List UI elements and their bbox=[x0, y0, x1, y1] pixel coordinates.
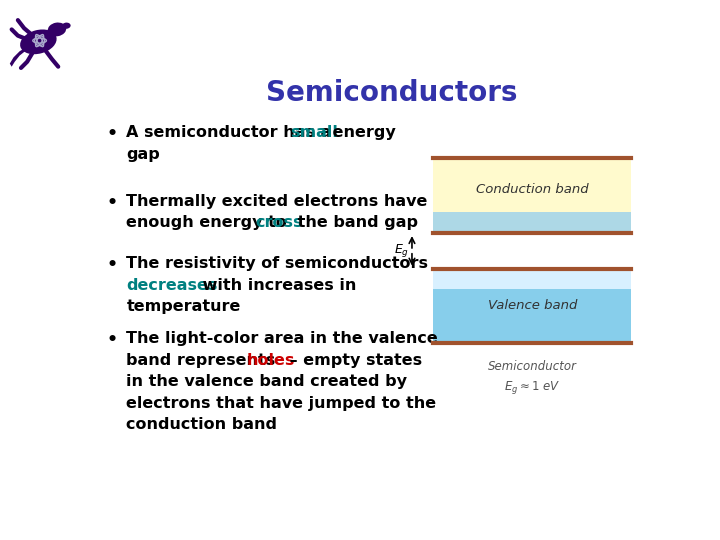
Text: •: • bbox=[107, 256, 118, 274]
Text: conduction band: conduction band bbox=[126, 417, 277, 433]
Text: in the valence band created by: in the valence band created by bbox=[126, 374, 408, 389]
Text: cross: cross bbox=[256, 215, 303, 231]
Text: Thermally excited electrons have: Thermally excited electrons have bbox=[126, 194, 428, 208]
Text: Valence band: Valence band bbox=[487, 300, 577, 313]
Text: gap: gap bbox=[126, 147, 160, 161]
Text: enough energy to: enough energy to bbox=[126, 215, 293, 231]
Text: $E_g \approx 1$ eV: $E_g \approx 1$ eV bbox=[504, 379, 560, 396]
Bar bbox=[433, 268, 631, 343]
Text: band represents: band represents bbox=[126, 353, 281, 368]
Text: Semiconductors: Semiconductors bbox=[266, 79, 517, 107]
Text: A semiconductor has a: A semiconductor has a bbox=[126, 125, 337, 140]
Text: •: • bbox=[107, 125, 118, 143]
Ellipse shape bbox=[62, 23, 71, 29]
Text: small: small bbox=[289, 125, 338, 140]
Bar bbox=[433, 158, 631, 233]
Text: temperature: temperature bbox=[126, 299, 240, 314]
Text: – empty states: – empty states bbox=[284, 353, 422, 368]
Text: the band gap: the band gap bbox=[292, 215, 418, 231]
Text: The light-color area in the valence: The light-color area in the valence bbox=[126, 331, 438, 346]
Text: $E_g$: $E_g$ bbox=[394, 242, 409, 259]
Text: energy: energy bbox=[327, 125, 396, 140]
Bar bbox=[433, 212, 631, 233]
Ellipse shape bbox=[20, 30, 57, 54]
Text: •: • bbox=[107, 194, 118, 212]
Bar bbox=[433, 268, 631, 289]
Text: The resistivity of semiconductors: The resistivity of semiconductors bbox=[126, 256, 428, 271]
Text: Semiconductor: Semiconductor bbox=[487, 360, 577, 373]
Text: Conduction band: Conduction band bbox=[476, 183, 588, 196]
Polygon shape bbox=[10, 45, 31, 66]
Text: holes: holes bbox=[246, 353, 294, 368]
Text: with increases in: with increases in bbox=[197, 278, 356, 293]
Text: decreases: decreases bbox=[126, 278, 217, 293]
Ellipse shape bbox=[48, 23, 66, 36]
Text: electrons that have jumped to the: electrons that have jumped to the bbox=[126, 396, 436, 411]
Text: •: • bbox=[107, 331, 118, 349]
